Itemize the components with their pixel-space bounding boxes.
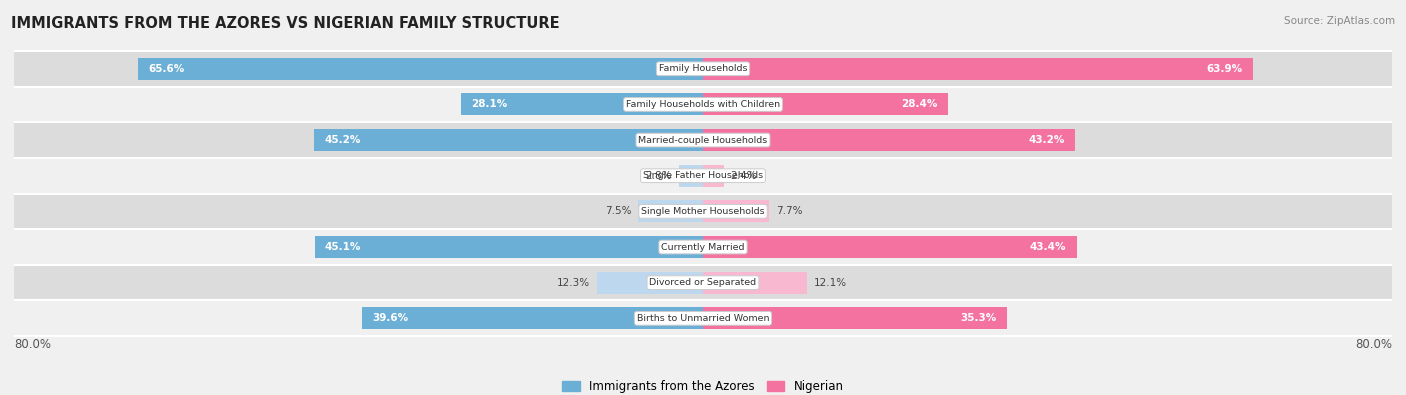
Text: 28.1%: 28.1%: [471, 100, 508, 109]
Bar: [14, 87, 1392, 122]
Text: Single Father Households: Single Father Households: [643, 171, 763, 180]
Bar: [703, 93, 948, 115]
Bar: [14, 158, 1392, 194]
Bar: [703, 200, 769, 222]
Text: 80.0%: 80.0%: [14, 338, 51, 351]
Bar: [14, 301, 1392, 336]
Text: Married-couple Households: Married-couple Households: [638, 135, 768, 145]
Bar: [14, 194, 1392, 229]
Text: 28.4%: 28.4%: [901, 100, 938, 109]
Text: 65.6%: 65.6%: [149, 64, 184, 74]
Bar: [14, 265, 1392, 301]
Bar: [703, 165, 724, 187]
Text: 7.5%: 7.5%: [605, 206, 631, 216]
Bar: [14, 51, 1392, 87]
Legend: Immigrants from the Azores, Nigerian: Immigrants from the Azores, Nigerian: [557, 376, 849, 395]
Text: 39.6%: 39.6%: [373, 313, 408, 324]
Bar: [314, 129, 703, 151]
Bar: [138, 58, 703, 80]
Bar: [703, 58, 1253, 80]
Bar: [315, 236, 703, 258]
Text: 12.3%: 12.3%: [557, 278, 591, 288]
Bar: [361, 307, 703, 329]
Text: 2.4%: 2.4%: [731, 171, 756, 181]
Text: Currently Married: Currently Married: [661, 243, 745, 252]
Text: IMMIGRANTS FROM THE AZORES VS NIGERIAN FAMILY STRUCTURE: IMMIGRANTS FROM THE AZORES VS NIGERIAN F…: [11, 16, 560, 31]
Text: 2.8%: 2.8%: [645, 171, 672, 181]
Text: 45.2%: 45.2%: [323, 135, 360, 145]
Text: Family Households with Children: Family Households with Children: [626, 100, 780, 109]
Bar: [461, 93, 703, 115]
Bar: [703, 307, 1007, 329]
Text: Family Households: Family Households: [659, 64, 747, 73]
Bar: [14, 122, 1392, 158]
Text: Source: ZipAtlas.com: Source: ZipAtlas.com: [1284, 16, 1395, 26]
Text: 12.1%: 12.1%: [814, 278, 848, 288]
Bar: [703, 236, 1077, 258]
Text: 7.7%: 7.7%: [776, 206, 803, 216]
Bar: [679, 165, 703, 187]
Text: 43.2%: 43.2%: [1028, 135, 1064, 145]
Text: 80.0%: 80.0%: [1355, 338, 1392, 351]
Bar: [703, 272, 807, 294]
Text: 43.4%: 43.4%: [1031, 242, 1066, 252]
Text: 63.9%: 63.9%: [1206, 64, 1243, 74]
Text: Single Mother Households: Single Mother Households: [641, 207, 765, 216]
Bar: [14, 229, 1392, 265]
Text: Births to Unmarried Women: Births to Unmarried Women: [637, 314, 769, 323]
Bar: [703, 129, 1076, 151]
Text: 45.1%: 45.1%: [325, 242, 361, 252]
Bar: [598, 272, 703, 294]
Text: 35.3%: 35.3%: [960, 313, 997, 324]
Bar: [638, 200, 703, 222]
Text: Divorced or Separated: Divorced or Separated: [650, 278, 756, 287]
